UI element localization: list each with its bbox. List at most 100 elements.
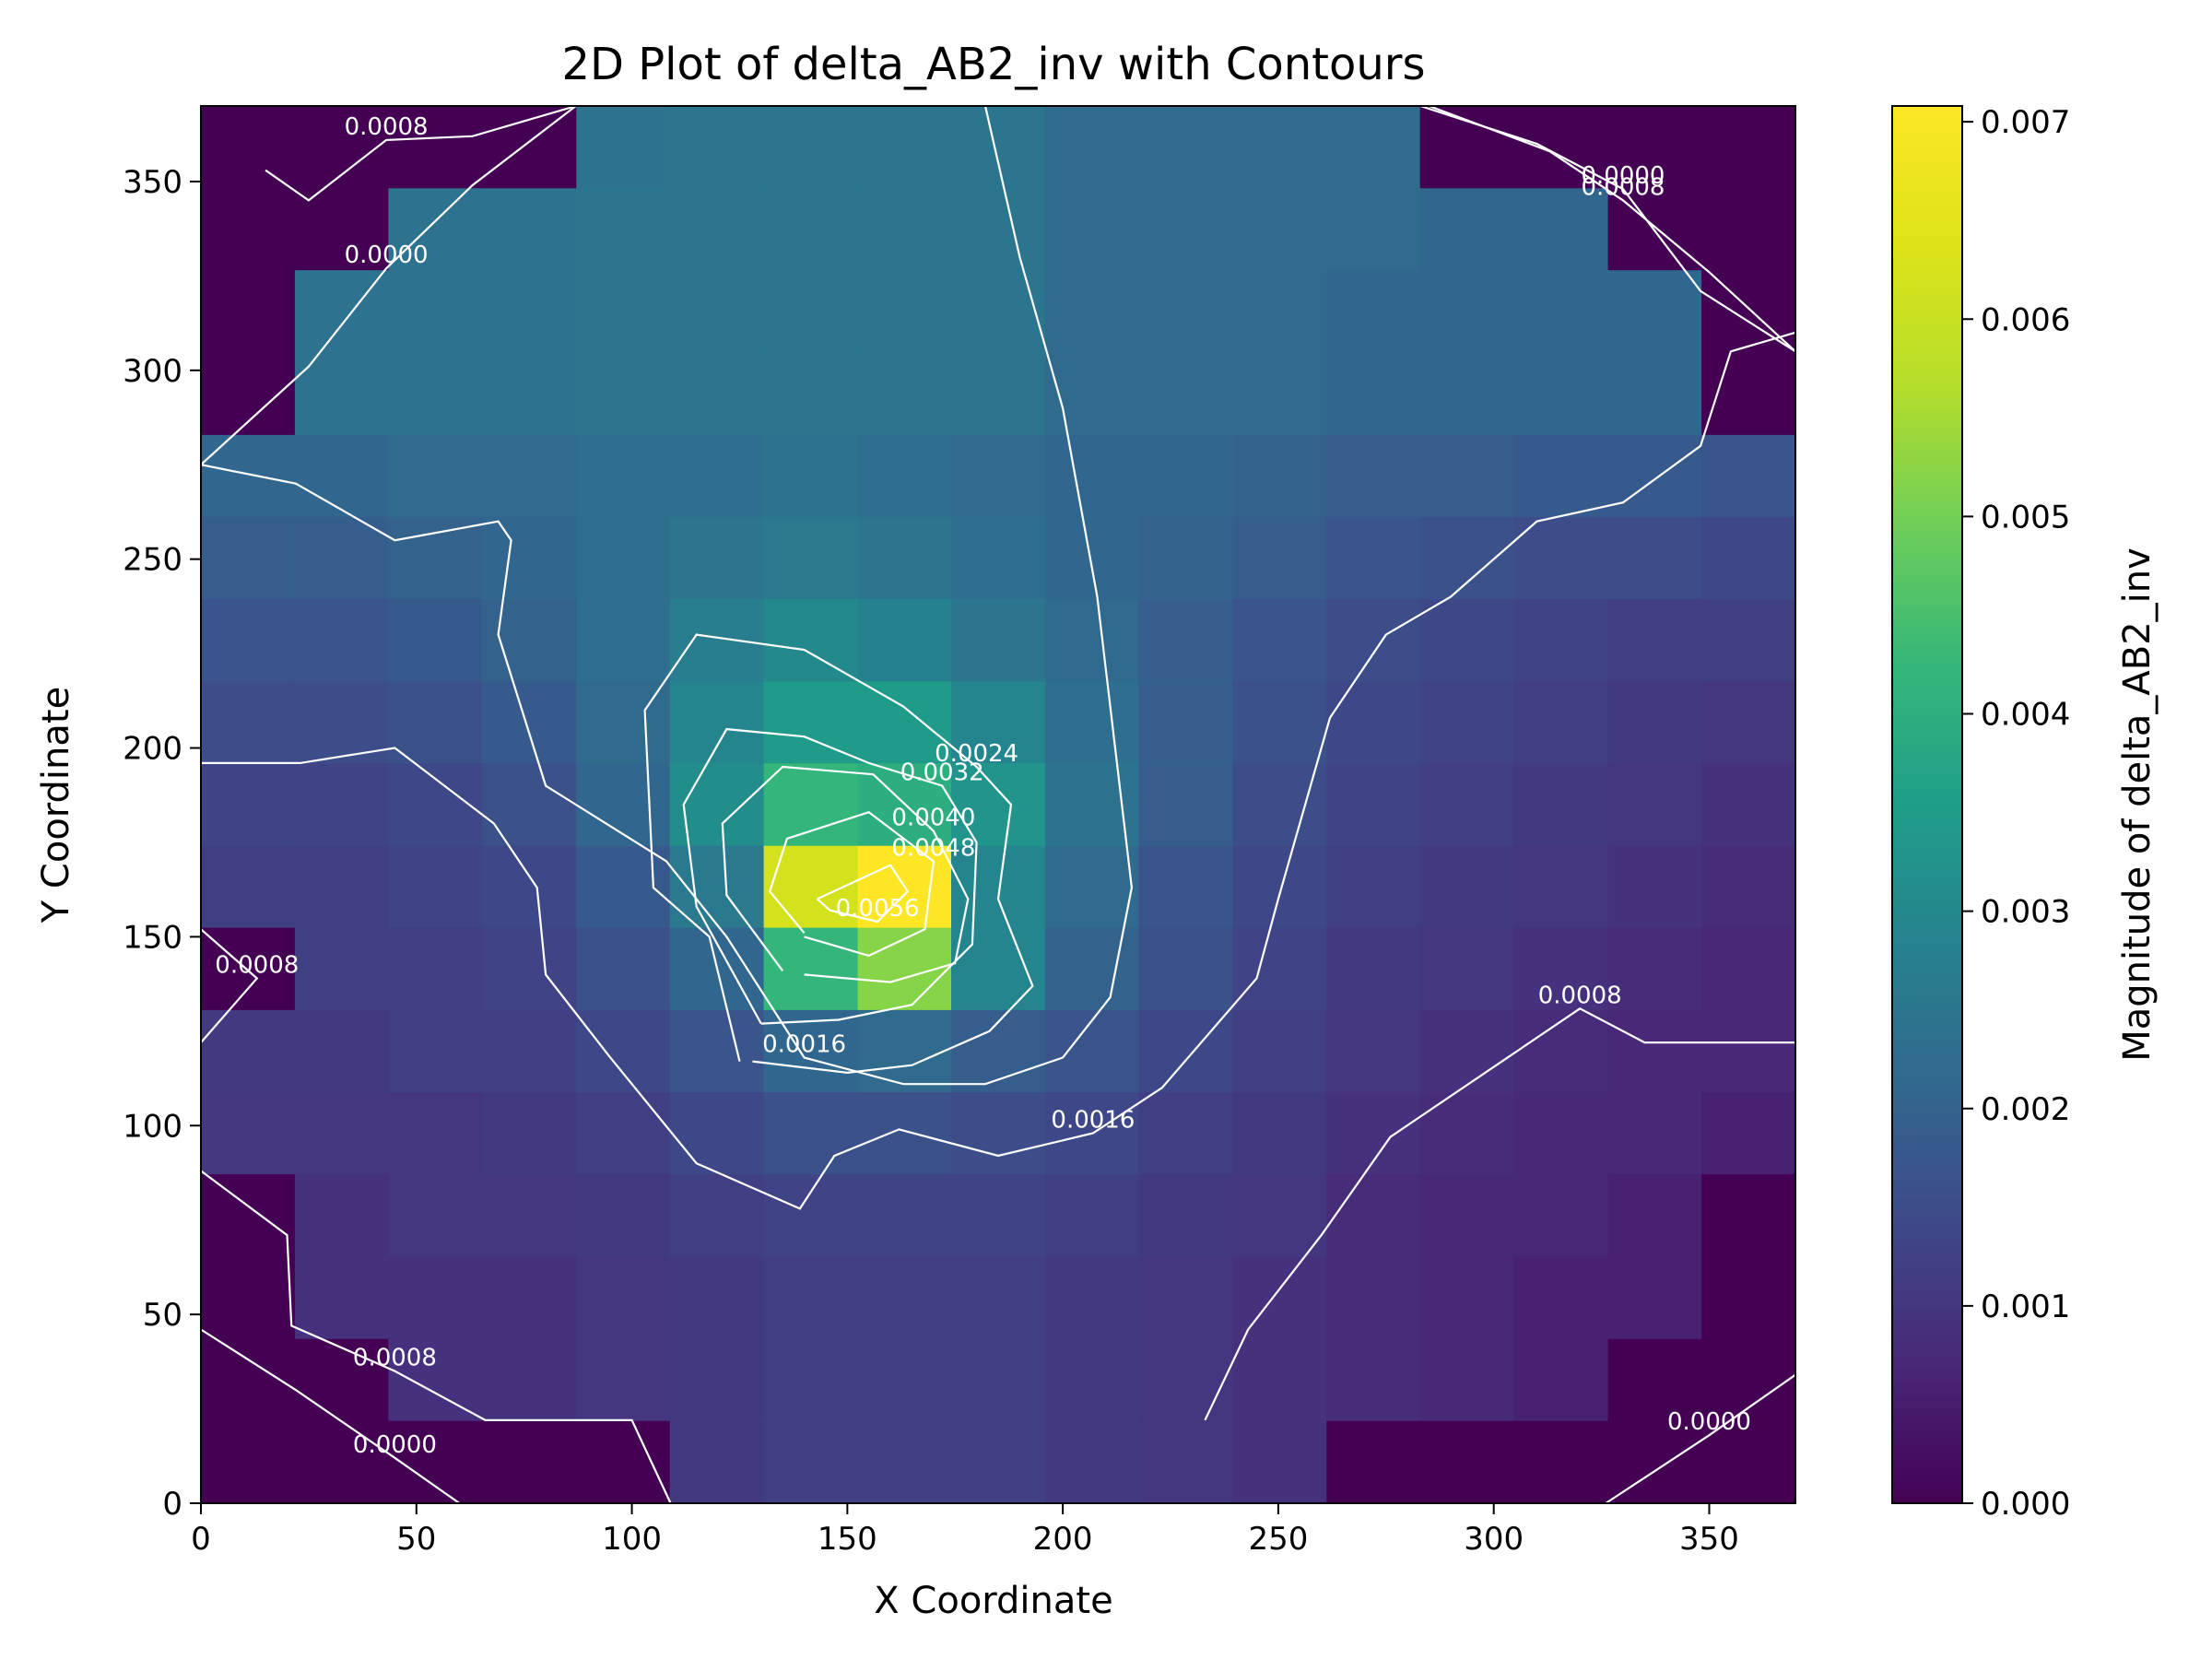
heatmap-cell <box>388 927 484 1011</box>
heatmap-cell <box>1232 1338 1328 1422</box>
heatmap-cell <box>1513 845 1609 929</box>
heatmap-cell <box>201 434 296 518</box>
heatmap-cell <box>857 1256 952 1340</box>
heatmap-cell <box>1138 599 1234 683</box>
heatmap-cell <box>1045 516 1140 600</box>
heatmap-cell <box>1513 106 1609 190</box>
heatmap-cell <box>1701 106 1796 190</box>
heatmap-cell <box>1138 270 1234 354</box>
contour-line <box>816 864 910 924</box>
heatmap-cell <box>1326 1338 1421 1422</box>
heatmap-cell <box>1419 763 1515 847</box>
heatmap-cell <box>201 681 296 765</box>
heatmap-cell <box>1701 352 1796 436</box>
heatmap-cell <box>857 1009 952 1093</box>
heatmap-cell <box>857 599 952 683</box>
x-axis-ticks: 0 50 100 150 200 250 300 350 <box>191 1503 1739 1558</box>
heatmap-cell <box>1326 1256 1421 1340</box>
heatmap-cell <box>669 599 765 683</box>
heatmap-cell <box>576 1256 671 1340</box>
heatmap-cell <box>1138 763 1234 847</box>
heatmap-cell <box>669 1174 765 1258</box>
colorbar-tick-label: 0.003 <box>1981 894 2070 931</box>
heatmap-cell <box>669 188 765 271</box>
heatmap-cell <box>1326 845 1421 929</box>
contour-label: 0.0000 <box>345 241 429 269</box>
heatmap-cell <box>1701 434 1796 518</box>
heatmap-cell <box>1232 1009 1328 1093</box>
heatmap-cell <box>482 516 577 600</box>
heatmap-cell <box>763 763 859 847</box>
contour-line <box>200 105 577 466</box>
heatmap-cell <box>201 106 296 190</box>
heatmap-cell <box>576 352 671 436</box>
heatmap-cell <box>1232 1256 1328 1340</box>
heatmap-cell <box>951 188 1046 271</box>
heatmap-cell <box>1232 270 1328 354</box>
heatmap-cell <box>576 763 671 847</box>
plot-area: 0.00000.00000.00000.00000.00080.00080.00… <box>200 104 1796 1504</box>
contour-label: 0.0008 <box>353 1345 437 1372</box>
heatmap-cell <box>1419 1338 1515 1422</box>
contour-label: 0.0024 <box>935 740 1018 768</box>
heatmap-cell <box>1607 599 1702 683</box>
heatmap-cell <box>669 681 765 765</box>
heatmap-cell <box>669 1256 765 1340</box>
heatmap-cell <box>1045 1009 1140 1093</box>
colorbar-tick-label: 0.002 <box>1981 1091 2070 1128</box>
contour-label: 0.0016 <box>762 1031 846 1059</box>
heatmap-cell <box>951 927 1046 1011</box>
contour-line <box>643 633 1034 1075</box>
contour-line <box>265 104 577 202</box>
heatmap-cell <box>1045 270 1140 354</box>
heatmap-cell <box>763 681 859 765</box>
heatmap-cell <box>1701 270 1796 354</box>
heatmap-cell <box>388 1174 484 1258</box>
heatmap-cell <box>201 763 296 847</box>
heatmap-cell <box>1045 1420 1140 1504</box>
heatmap-cell <box>1326 270 1421 354</box>
y-tick-label: 200 <box>123 731 182 768</box>
heatmap-cell <box>201 1174 296 1258</box>
heatmap-cell <box>576 927 671 1011</box>
heatmap-cell <box>857 1174 952 1258</box>
heatmap-cell <box>1607 106 1702 190</box>
heatmap-cell <box>294 188 390 271</box>
heatmap-cell <box>294 845 390 929</box>
heatmap-cell <box>576 516 671 600</box>
heatmap-cell <box>763 1092 859 1175</box>
heatmap-cell <box>576 434 671 518</box>
contour-line <box>200 1170 672 1504</box>
x-tick-label: 0 <box>191 1521 211 1558</box>
heatmap-cell <box>1326 1009 1421 1093</box>
heatmap-cell <box>388 1009 484 1093</box>
heatmap-cell <box>1607 763 1702 847</box>
heatmap-cell <box>1232 106 1328 190</box>
heatmap-cell <box>294 1420 390 1504</box>
heatmap-cell <box>1045 352 1140 436</box>
heatmap-cell <box>201 1009 296 1093</box>
heatmap-cell <box>763 1338 859 1422</box>
heatmap-cell <box>951 106 1046 190</box>
heatmap-cell <box>482 763 577 847</box>
heatmap-cell <box>951 434 1046 518</box>
heatmap-cell <box>1513 352 1609 436</box>
heatmap-cell <box>1045 1256 1140 1340</box>
heatmap-cell <box>201 1092 296 1175</box>
heatmap-cell <box>1045 927 1140 1011</box>
heatmap-cell <box>951 599 1046 683</box>
heatmap-cell <box>1326 1174 1421 1258</box>
contour-label: 0.0048 <box>891 835 975 863</box>
heatmap-cell <box>1326 763 1421 847</box>
heatmap-cell <box>388 270 484 354</box>
contour-label: 0.0056 <box>836 895 920 923</box>
chart-title: 2D Plot of delta_AB2_inv with Contours <box>561 39 1425 90</box>
heatmap-cell <box>201 599 296 683</box>
heatmap-cell <box>388 188 484 271</box>
contour-line <box>768 810 935 958</box>
heatmap-cell <box>1138 1420 1234 1504</box>
heatmap-cell <box>1607 1174 1702 1258</box>
heatmap-cell <box>482 927 577 1011</box>
heatmap-cell <box>1138 1338 1234 1422</box>
heatmap-cell <box>763 927 859 1011</box>
